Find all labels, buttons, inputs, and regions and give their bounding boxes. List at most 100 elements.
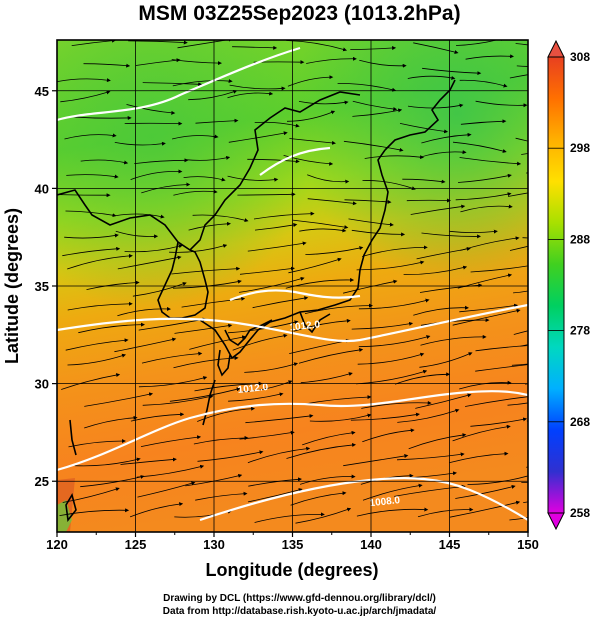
x-tick-label: 135 bbox=[282, 537, 304, 552]
streamline bbox=[292, 219, 349, 230]
streamline bbox=[455, 484, 516, 499]
streamline bbox=[397, 408, 460, 423]
streamline bbox=[421, 232, 482, 239]
streamline bbox=[470, 265, 528, 273]
streamline bbox=[399, 123, 449, 134]
streamline bbox=[254, 223, 298, 231]
streamline bbox=[181, 296, 246, 308]
colorbar: 308 298 288 278 268 258 bbox=[547, 39, 590, 531]
streamline bbox=[120, 457, 177, 465]
streamline bbox=[193, 435, 249, 445]
colorbar-tick-label: 278 bbox=[570, 324, 590, 338]
wind-streamlines bbox=[57, 40, 528, 524]
streamline bbox=[419, 283, 483, 293]
x-tick-label: 145 bbox=[439, 537, 461, 552]
y-tick-label: 25 bbox=[35, 474, 49, 489]
y-tick-label: 40 bbox=[35, 181, 49, 196]
streamline bbox=[475, 345, 528, 352]
colorbar-tick-label: 268 bbox=[570, 415, 590, 429]
streamline bbox=[362, 428, 415, 443]
streamline bbox=[452, 141, 507, 153]
streamline bbox=[188, 221, 231, 231]
streamline bbox=[415, 393, 472, 409]
streamline bbox=[299, 228, 347, 233]
streamline bbox=[126, 104, 176, 115]
streamline bbox=[114, 141, 166, 146]
streamline bbox=[254, 121, 300, 128]
streamline bbox=[244, 362, 299, 373]
streamline bbox=[227, 320, 299, 334]
colorbar-top-arrow bbox=[547, 39, 565, 58]
streamline bbox=[228, 131, 288, 143]
streamline bbox=[74, 457, 141, 467]
streamline bbox=[475, 100, 528, 108]
streamline bbox=[285, 277, 355, 289]
streamline bbox=[134, 158, 189, 164]
streamline bbox=[189, 335, 246, 350]
x-tick-label: 140 bbox=[360, 537, 382, 552]
streamline bbox=[351, 321, 414, 330]
streamline bbox=[337, 82, 397, 92]
streamline bbox=[227, 175, 279, 182]
streamline bbox=[247, 241, 307, 252]
streamline bbox=[300, 372, 353, 384]
streamline bbox=[114, 337, 177, 353]
streamline bbox=[192, 214, 249, 223]
x-tick-label: 150 bbox=[517, 537, 539, 552]
streamline bbox=[58, 193, 111, 198]
streamline bbox=[307, 174, 350, 184]
streamline bbox=[407, 103, 464, 109]
streamline bbox=[84, 392, 154, 407]
streamline bbox=[356, 260, 425, 271]
y-tick-label: 30 bbox=[35, 377, 49, 392]
streamline bbox=[195, 118, 239, 124]
isobar-label: 1008.0 bbox=[369, 495, 401, 509]
x-axis: 120 125 130 135 140 145 150 bbox=[46, 532, 539, 552]
streamline bbox=[361, 245, 428, 257]
streamline bbox=[513, 330, 528, 335]
streamline bbox=[299, 474, 356, 485]
colorbar-tick-label: 258 bbox=[570, 506, 590, 520]
streamline bbox=[67, 353, 127, 366]
streamline bbox=[229, 84, 286, 91]
streamline bbox=[513, 290, 528, 294]
streamline bbox=[394, 484, 466, 497]
streamline bbox=[71, 40, 116, 46]
streamline bbox=[358, 298, 430, 310]
streamline bbox=[509, 245, 528, 251]
streamline bbox=[188, 89, 238, 101]
streamline bbox=[306, 56, 357, 64]
streamline bbox=[237, 192, 296, 197]
streamline bbox=[452, 424, 511, 442]
streamline bbox=[239, 276, 305, 293]
x-tick-label: 125 bbox=[125, 537, 147, 552]
streamline bbox=[129, 502, 184, 518]
streamline bbox=[254, 512, 325, 523]
streamline bbox=[57, 78, 111, 83]
streamline bbox=[183, 176, 226, 182]
streamline bbox=[516, 65, 528, 67]
streamline bbox=[343, 454, 409, 467]
streamline bbox=[287, 75, 334, 87]
streamline bbox=[520, 344, 528, 347]
streamline bbox=[247, 446, 311, 464]
streamline bbox=[124, 244, 183, 253]
streamline bbox=[293, 318, 351, 332]
streamline bbox=[173, 189, 218, 196]
streamline bbox=[227, 91, 274, 99]
streamline bbox=[171, 266, 241, 275]
streamline bbox=[172, 79, 233, 87]
y-tick-label: 45 bbox=[35, 84, 49, 99]
streamline bbox=[364, 155, 424, 160]
colorbar-tick-label: 298 bbox=[570, 141, 590, 155]
streamline bbox=[67, 253, 133, 270]
streamline bbox=[248, 477, 302, 487]
streamline bbox=[515, 43, 528, 46]
streamline bbox=[62, 246, 121, 257]
streamline bbox=[298, 100, 349, 105]
streamline bbox=[419, 150, 467, 158]
streamline bbox=[305, 246, 364, 255]
streamline bbox=[396, 452, 465, 461]
streamline bbox=[357, 352, 425, 365]
streamline bbox=[130, 169, 183, 180]
